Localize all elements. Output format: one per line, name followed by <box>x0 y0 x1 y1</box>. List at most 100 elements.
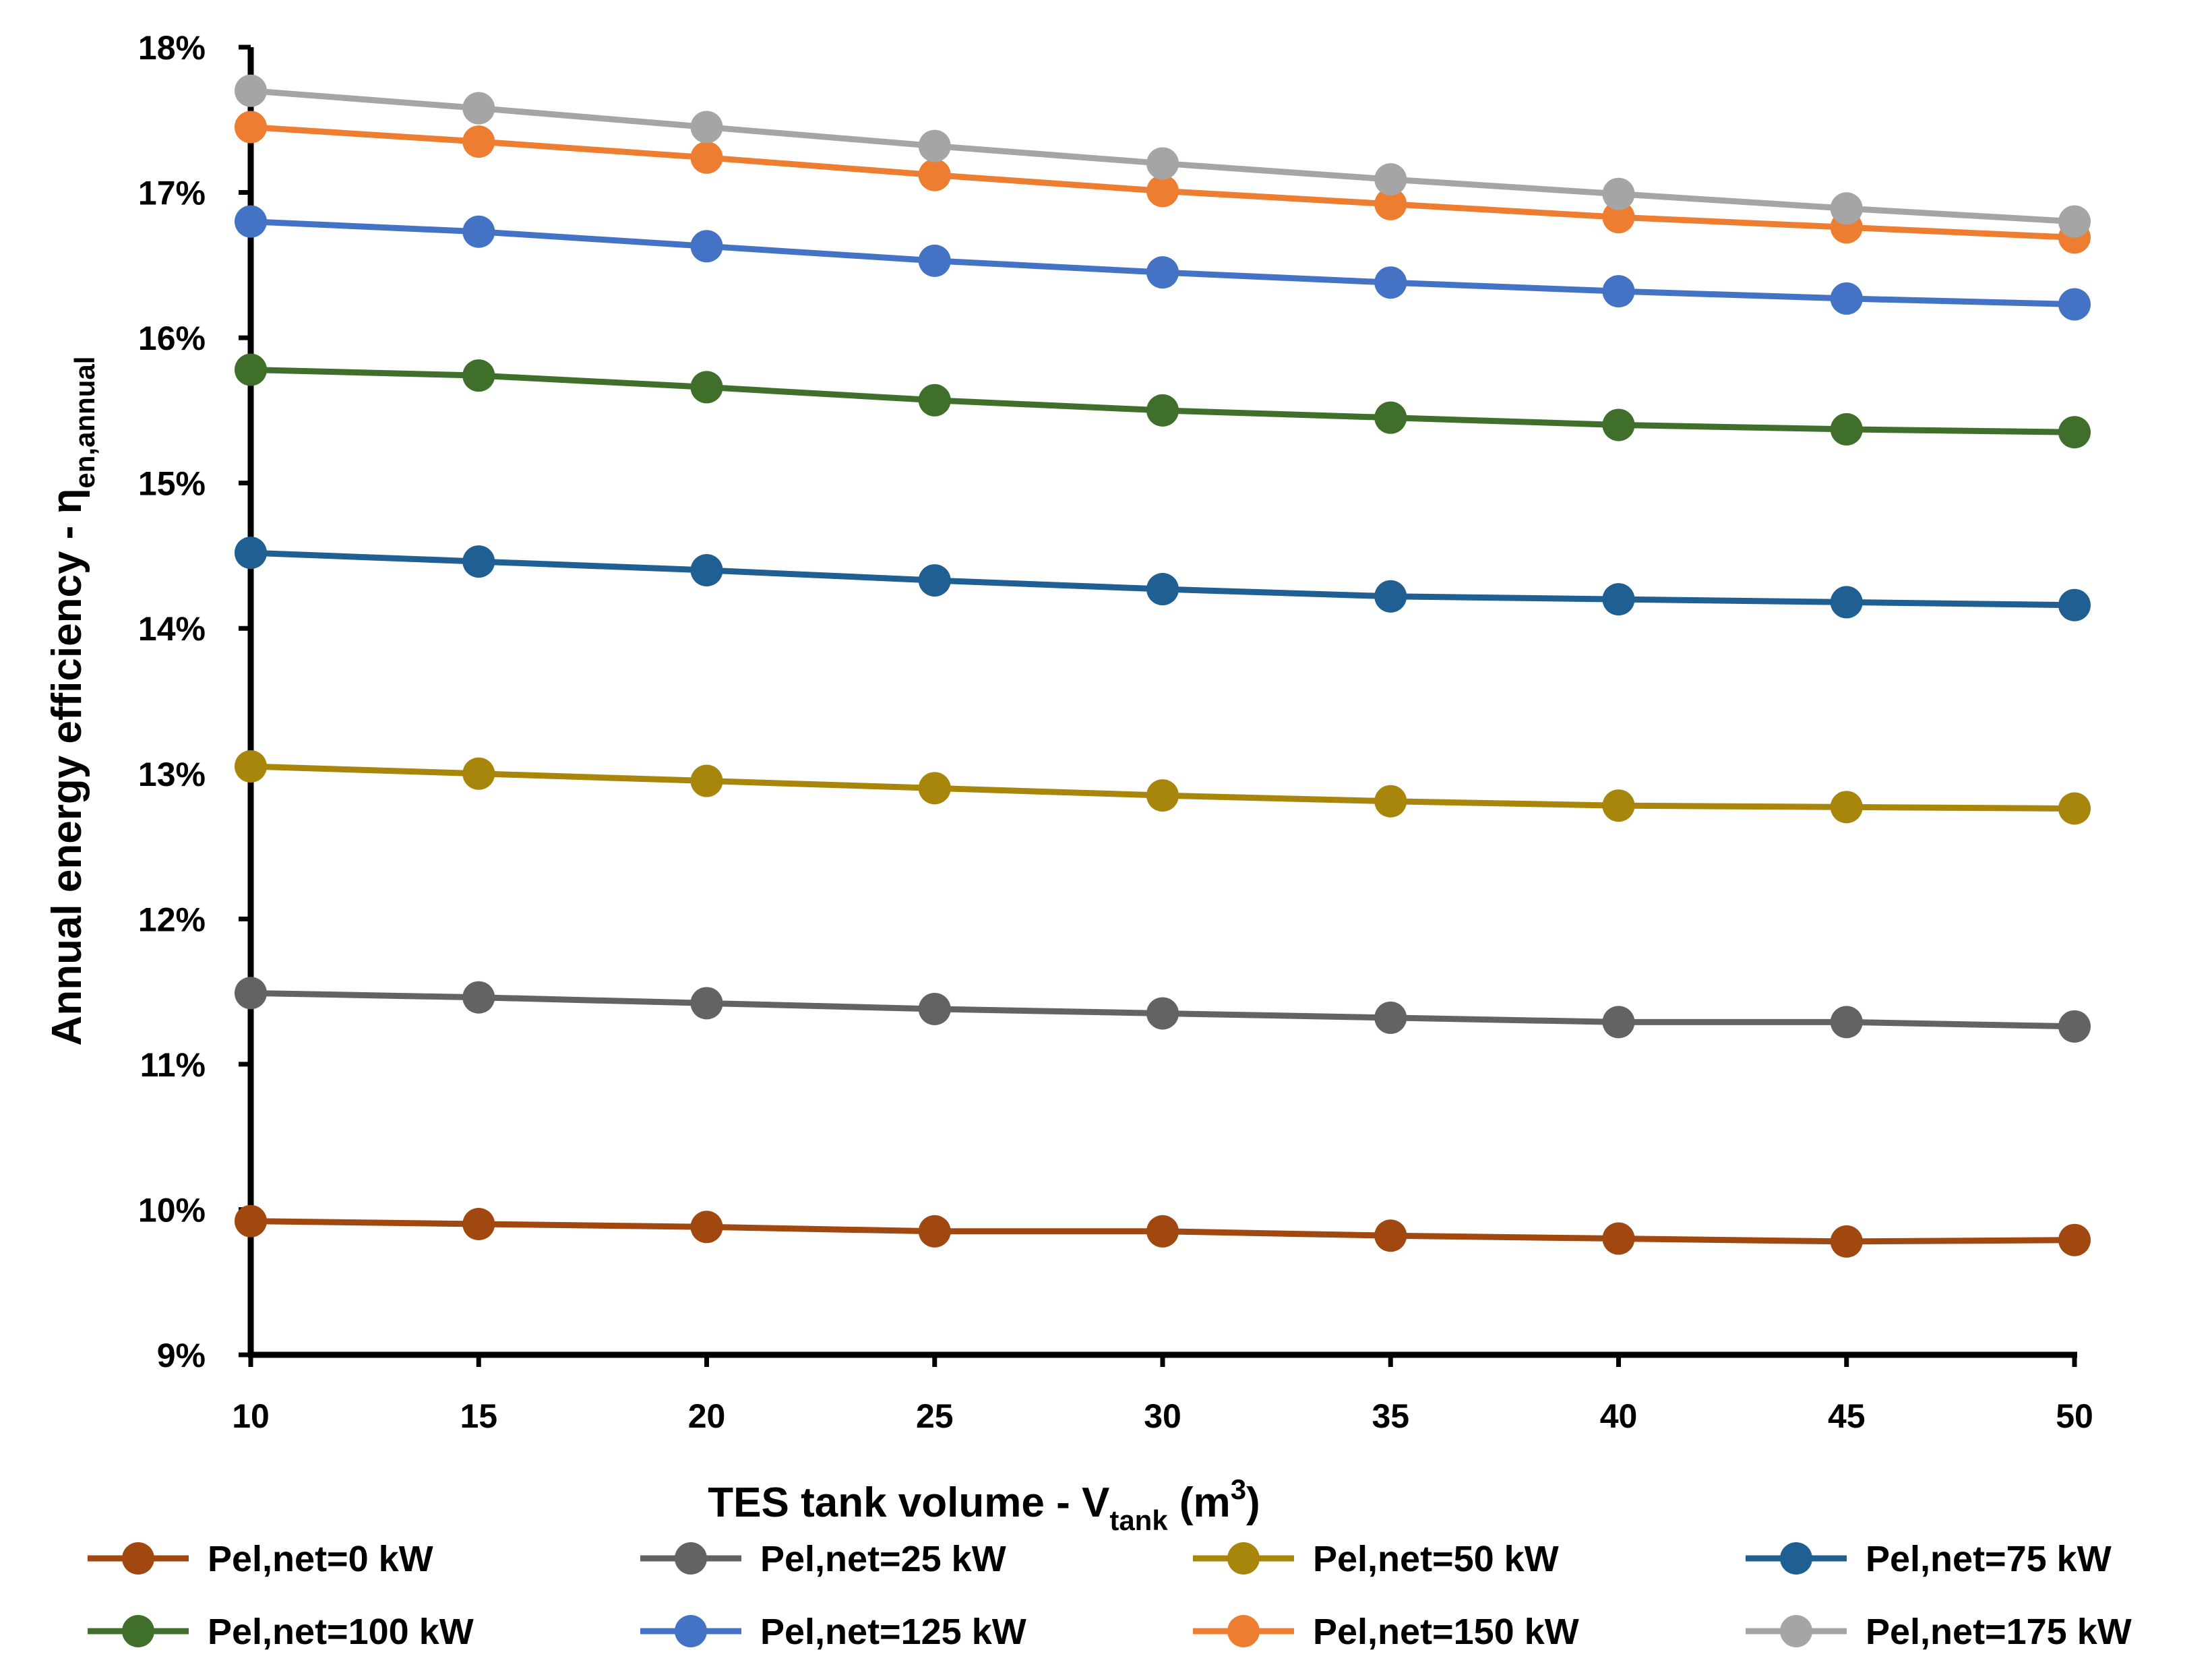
data-point <box>690 987 723 1020</box>
data-point <box>690 1211 723 1244</box>
data-point <box>690 371 723 404</box>
data-point <box>1830 282 1863 315</box>
series-group <box>235 74 2091 1258</box>
legend-label: Pel,net=125 kW <box>760 1612 1026 1652</box>
y-tick-label: 16% <box>138 319 206 357</box>
legend-label: Pel,net=75 kW <box>1866 1539 2112 1579</box>
data-point <box>235 353 267 386</box>
data-point <box>918 129 951 162</box>
data-point <box>1146 256 1179 289</box>
series-7 <box>235 74 2091 238</box>
x-tick-label: 25 <box>916 1397 954 1435</box>
x-ticks-group: 10 15 20 25 30 35 40 45 50 <box>232 1355 2093 1435</box>
data-point <box>235 750 267 783</box>
legend-marker <box>1227 1542 1260 1575</box>
data-point <box>918 564 951 597</box>
data-point <box>918 158 951 191</box>
x-tick-label: 30 <box>1144 1397 1181 1435</box>
legend-item: Pel,net=0 kW <box>88 1539 433 1579</box>
legend-marker <box>122 1615 154 1647</box>
data-point <box>235 111 267 144</box>
data-point <box>462 92 495 125</box>
legend-item: Pel,net=50 kW <box>1193 1539 1559 1579</box>
data-point <box>1146 997 1179 1030</box>
series-5 <box>235 205 2091 321</box>
data-point <box>1146 1215 1179 1248</box>
legend-marker <box>675 1542 707 1575</box>
data-point <box>1374 580 1407 613</box>
data-point <box>1830 1225 1863 1258</box>
legend-item: Pel,net=25 kW <box>640 1539 1006 1579</box>
data-point <box>462 757 495 790</box>
data-point <box>690 230 723 263</box>
data-point <box>1602 583 1635 616</box>
data-point <box>2058 205 2091 238</box>
data-point <box>235 205 267 238</box>
y-tick-label: 14% <box>138 610 206 648</box>
legend-marker <box>1780 1615 1812 1647</box>
series-4 <box>235 353 2091 449</box>
data-point <box>1374 785 1407 818</box>
x-tick-label: 35 <box>1372 1397 1409 1435</box>
y-tick-label: 9% <box>157 1337 206 1374</box>
data-point <box>235 1205 267 1238</box>
data-point <box>1602 201 1635 234</box>
y-tick-label: 10% <box>138 1191 206 1229</box>
x-tick-label: 15 <box>460 1397 497 1435</box>
data-point <box>1374 187 1407 220</box>
series-1 <box>235 977 2091 1043</box>
data-point <box>2058 792 2091 825</box>
legend-marker <box>1780 1542 1812 1575</box>
data-point <box>2058 1010 2091 1043</box>
data-point <box>918 992 951 1025</box>
data-point <box>2058 288 2091 321</box>
series-0 <box>235 1205 2091 1258</box>
legend-label: Pel,net=175 kW <box>1866 1612 2132 1652</box>
legend-marker <box>675 1615 707 1647</box>
axes-group <box>247 47 2077 1358</box>
data-point <box>1602 408 1635 441</box>
x-tick-label: 20 <box>688 1397 726 1435</box>
data-point <box>235 977 267 1010</box>
data-point <box>1374 266 1407 299</box>
x-tick-label: 10 <box>232 1397 270 1435</box>
data-point <box>235 74 267 107</box>
y-axis-title: Annual energy efficiency - ηen,annual <box>44 357 100 1046</box>
data-point <box>2058 416 2091 449</box>
data-point <box>462 215 495 248</box>
y-ticks-group: 9% 10% 11% 12% 13% 14% 15% 16% 17% 18% <box>138 29 251 1374</box>
data-point <box>1146 394 1179 427</box>
data-point <box>690 141 723 174</box>
data-point <box>1830 586 1863 619</box>
data-point <box>1146 175 1179 208</box>
data-point <box>2058 588 2091 621</box>
data-point <box>1374 163 1407 196</box>
data-point <box>1602 177 1635 210</box>
legend-label: Pel,net=0 kW <box>208 1539 433 1579</box>
y-tick-label: 11% <box>140 1046 206 1084</box>
data-point <box>235 537 267 570</box>
data-point <box>1602 1006 1635 1039</box>
data-point <box>1830 1006 1863 1039</box>
legend-label: Pel,net=50 kW <box>1313 1539 1559 1579</box>
x-axis-title: TES tank volume - Vtank (m3) <box>708 1473 1260 1536</box>
data-point <box>1374 1219 1407 1252</box>
data-point <box>690 111 723 144</box>
y-tick-label: 13% <box>138 756 206 793</box>
data-point <box>918 1215 951 1248</box>
data-point <box>1602 1222 1635 1255</box>
data-point <box>918 772 951 805</box>
data-point <box>1374 1001 1407 1034</box>
data-point <box>1146 147 1179 180</box>
data-point <box>918 244 951 277</box>
series-3 <box>235 537 2091 621</box>
y-tick-label: 17% <box>138 175 206 212</box>
x-tick-label: 40 <box>1600 1397 1638 1435</box>
data-point <box>1602 789 1635 822</box>
data-point <box>690 554 723 586</box>
legend-item: Pel,net=75 kW <box>1746 1539 2112 1579</box>
data-point <box>462 1208 495 1240</box>
data-point <box>1830 791 1863 824</box>
legend-item: Pel,net=150 kW <box>1193 1612 1579 1652</box>
